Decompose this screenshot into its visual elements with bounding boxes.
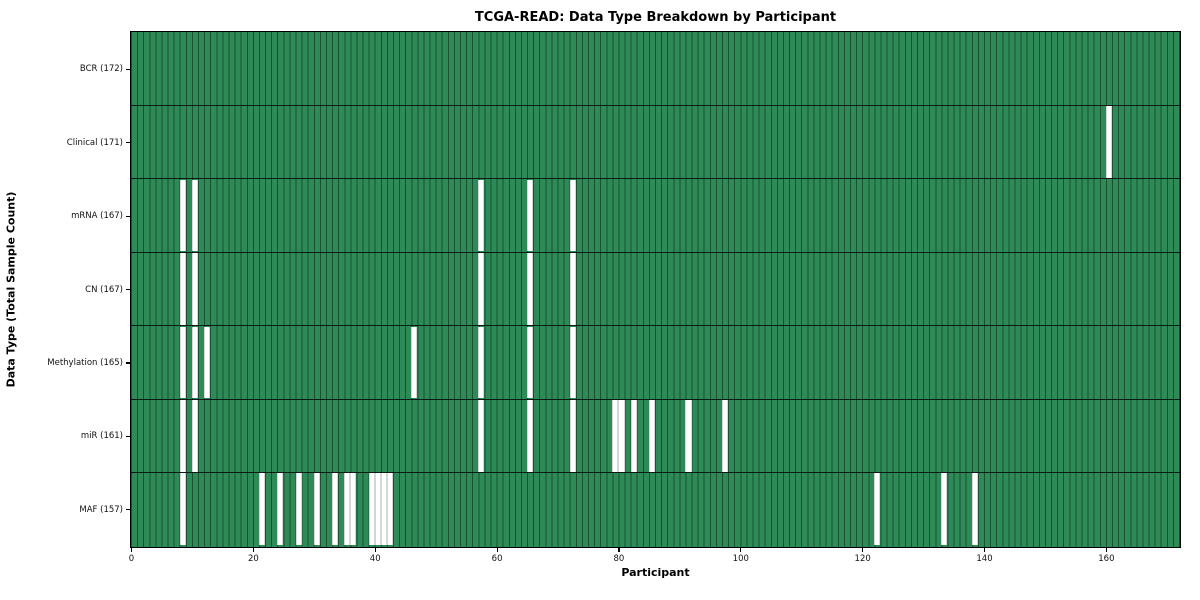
absent-cell-miR-p82	[630, 399, 637, 472]
absent-cell-MAF-p40	[374, 473, 381, 546]
absent-cell-MAF-p35	[344, 473, 351, 546]
row-separator	[131, 472, 1180, 474]
absent-cell-MAF-p41	[380, 473, 387, 546]
absent-cell-MAF-p42	[386, 473, 393, 546]
absent-cell-CN-p65	[527, 253, 534, 325]
x-tick-label-160: 160	[1098, 554, 1115, 564]
row-separator	[131, 104, 1180, 106]
absent-cell-Clinical-p160	[1105, 106, 1112, 179]
heatmap-plot: Present Absent	[130, 31, 1181, 548]
y-tick	[126, 509, 130, 511]
heatmap-grid	[131, 32, 1180, 547]
absent-cell-MAF-p133	[941, 473, 948, 546]
y-tick-label-Methylation: Methylation (165)	[47, 357, 123, 368]
y-tick	[126, 362, 130, 364]
x-tick	[252, 548, 255, 552]
x-tick	[862, 548, 864, 552]
absent-cell-CN-p57	[478, 253, 485, 325]
absent-cell-miR-p85	[648, 399, 655, 472]
y-tick-label-MAF: MAF (157)	[79, 504, 123, 515]
y-tick	[126, 68, 130, 70]
absent-cell-Methylation-p65	[527, 326, 534, 399]
absent-cell-miR-p97	[722, 399, 729, 472]
absent-cell-MAF-p122	[874, 473, 881, 546]
absent-cell-Methylation-p12	[204, 326, 211, 399]
x-axis-label: Participant	[621, 566, 690, 579]
y-tick-label-Clinical: Clinical (171)	[66, 137, 123, 148]
absent-cell-Methylation-p57	[478, 326, 485, 399]
absent-cell-mRNA-p57	[478, 179, 485, 252]
absent-cell-miR-p8	[179, 399, 186, 472]
x-tick-label-60: 60	[491, 554, 503, 564]
absent-cell-mRNA-p65	[527, 179, 534, 252]
y-tick-label-BCR: BCR (172)	[79, 64, 123, 75]
x-tick	[496, 548, 498, 552]
row-separator	[131, 398, 1180, 400]
y-tick-label-miR: miR (161)	[80, 431, 123, 442]
absent-cell-CN-p10	[191, 253, 198, 325]
absent-cell-CN-p72	[569, 253, 576, 325]
y-tick	[126, 215, 130, 217]
y-tick-label-mRNA: mRNA (167)	[71, 211, 123, 222]
x-tick	[740, 548, 742, 552]
absent-cell-miR-p65	[527, 399, 534, 472]
absent-cell-mRNA-p8	[179, 179, 186, 252]
x-tick-label-80: 80	[613, 554, 625, 564]
row-separator	[131, 251, 1180, 253]
absent-cell-Methylation-p8	[179, 326, 186, 399]
absent-cell-mRNA-p72	[569, 179, 576, 252]
absent-cell-Methylation-p10	[191, 326, 198, 399]
x-tick	[618, 548, 620, 552]
y-tick-label-CN: CN (167)	[85, 284, 123, 295]
absent-cell-miR-p72	[569, 399, 576, 472]
absent-cell-Methylation-p46	[411, 326, 418, 399]
absent-cell-miR-p10	[191, 399, 198, 472]
y-axis-label: Data Type (Total Sample Count)	[4, 191, 18, 388]
absent-cell-MAF-p33	[332, 473, 339, 546]
y-tick	[126, 142, 130, 144]
x-tick-label-20: 20	[247, 554, 259, 564]
x-tick-label-140: 140	[976, 554, 993, 564]
absent-cell-miR-p57	[478, 399, 485, 472]
page-title: TCGA-READ: Data Type Breakdown by Partic…	[474, 10, 837, 25]
absent-cell-MAF-p21	[258, 473, 266, 546]
absent-cell-miR-p91	[685, 399, 692, 472]
x-tick-label-120: 120	[854, 554, 871, 564]
absent-cell-miR-p79	[612, 399, 619, 472]
y-tick	[126, 289, 130, 291]
x-tick-label-40: 40	[369, 554, 381, 564]
absent-cell-MAF-p36	[350, 473, 357, 546]
absent-cell-MAF-p8	[179, 473, 186, 546]
y-tick	[126, 435, 130, 438]
x-tick-label-100: 100	[732, 554, 749, 564]
absent-cell-Methylation-p72	[569, 326, 576, 399]
absent-cell-MAF-p138	[971, 473, 978, 546]
absent-cell-mRNA-p10	[191, 179, 198, 252]
absent-cell-MAF-p24	[277, 473, 284, 546]
x-tick	[131, 548, 133, 552]
row-separator	[131, 178, 1180, 180]
row-separator	[131, 325, 1180, 327]
absent-cell-MAF-p27	[295, 473, 302, 546]
absent-cell-miR-p80	[618, 399, 625, 472]
absent-cell-CN-p8	[179, 253, 186, 325]
x-tick-label-0: 0	[128, 554, 135, 564]
absent-cell-MAF-p39	[368, 473, 375, 546]
x-tick	[374, 548, 376, 552]
x-tick	[1105, 548, 1108, 552]
x-tick	[984, 548, 986, 552]
absent-cell-MAF-p30	[313, 473, 320, 546]
